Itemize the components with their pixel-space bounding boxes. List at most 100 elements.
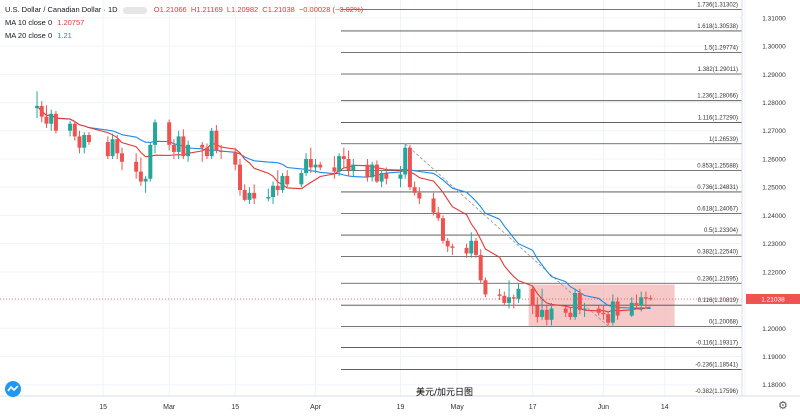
candle-body — [266, 197, 271, 199]
ma20-row[interactable]: MA 20 close 0 1.21 — [5, 29, 363, 42]
ma10-value: 1.20757 — [57, 18, 85, 27]
y-tick-label: 1.26000 — [762, 156, 786, 163]
candle-body — [478, 254, 483, 281]
fib-level-label: 1.382(1.29011) — [698, 67, 738, 73]
fib-level-label: 1.236(1.28066) — [697, 94, 738, 100]
gear-icon[interactable]: ⚙ — [778, 400, 788, 412]
candle-body — [171, 144, 176, 152]
candle-body — [374, 164, 379, 182]
ohlc-low: L1.20982 — [226, 5, 259, 14]
candle-body — [384, 173, 389, 179]
y-tick-label: 1.29000 — [762, 72, 786, 79]
fib-level-label: 0.382(1.22540) — [697, 250, 738, 256]
candle-body — [219, 150, 224, 152]
candle-body — [271, 185, 276, 198]
candle-body — [143, 178, 148, 182]
candle-body — [535, 305, 540, 317]
candle-body — [39, 105, 44, 117]
candle-body — [77, 136, 82, 148]
y-tick-label: 1.31000 — [762, 15, 786, 22]
fib-level-label: 0.236(1.21595) — [697, 276, 738, 282]
x-tick-label: 15 — [99, 404, 107, 411]
y-tick-label: 1.28000 — [762, 100, 786, 107]
candle-body — [540, 309, 545, 317]
candle-body — [214, 130, 219, 151]
candle-body — [110, 139, 115, 157]
candle-body — [365, 164, 370, 178]
fib-level-label: 1.5(1.29774) — [704, 45, 738, 51]
candle-body — [573, 293, 578, 317]
candle-body — [280, 175, 285, 191]
candle-body — [346, 158, 351, 171]
fib-level-label: 1.618(1.30538) — [697, 24, 738, 30]
candle-body — [176, 136, 181, 152]
x-tick-label: Jun — [598, 404, 609, 411]
candle-body — [601, 312, 606, 315]
ohlc-close: C1.21038 — [262, 5, 295, 14]
y-tick-label: 1.27000 — [762, 128, 786, 135]
candle-body — [233, 151, 238, 165]
candle-body — [431, 198, 436, 213]
tradingview-logo-icon[interactable] — [5, 381, 21, 397]
fib-level-label: -0.382(1.17596) — [695, 389, 738, 395]
candle-body — [549, 308, 554, 320]
ma20-line — [36, 105, 651, 310]
ma10-row[interactable]: MA 10 close 0 1.20757 — [5, 16, 363, 29]
candle-body — [417, 192, 422, 199]
fib-level-label: 1.116(1.27290) — [698, 116, 738, 122]
candle-body — [606, 314, 611, 323]
fib-level-label: -0.236(1.18541) — [695, 362, 738, 368]
candle-body — [247, 192, 252, 200]
interval-label[interactable]: 1D — [107, 5, 118, 14]
candle-body — [544, 309, 549, 320]
candle-body — [72, 123, 77, 137]
x-tick-label: Mar — [163, 404, 176, 411]
candle-body — [242, 190, 247, 200]
candle-body — [35, 105, 40, 109]
candle-body — [403, 147, 408, 175]
candle-body — [407, 147, 412, 188]
y-tick-label: 1.20000 — [762, 326, 786, 333]
candle-body — [497, 294, 502, 296]
y-tick-label: 1.19000 — [762, 354, 786, 361]
candle-body — [648, 298, 653, 300]
y-tick-label: 1.24000 — [762, 213, 786, 220]
candle-body — [370, 164, 375, 178]
candle-body — [49, 113, 54, 124]
candle-body — [337, 156, 342, 172]
candle-body — [507, 297, 512, 303]
candle-body — [563, 308, 568, 313]
x-tick-label: May — [451, 404, 465, 411]
candle-body — [134, 161, 139, 172]
chart-caption: 美元/加元日图 — [416, 388, 474, 398]
candle-body — [615, 301, 620, 316]
candle-body — [238, 164, 242, 191]
x-tick-label: 15 — [231, 404, 239, 411]
candle-body — [332, 167, 337, 172]
ohlc-high: H1.21169 — [190, 5, 223, 14]
candle-body — [148, 144, 153, 179]
x-tick-label: 17 — [529, 404, 537, 411]
candle-body — [341, 156, 346, 159]
candle-body — [204, 147, 209, 157]
candle-body — [68, 123, 73, 131]
fib-level-label: 0(1.20068) — [709, 319, 738, 325]
ma10-line — [36, 105, 651, 313]
candle-body — [285, 175, 290, 185]
fib-level-label: 0.5(1.23304) — [704, 228, 738, 234]
symbol-row: U.S. Dollar / Canadian Dollar · 1D O1.21… — [5, 5, 364, 14]
symbol-name[interactable]: U.S. Dollar / Canadian Dollar — [5, 5, 102, 14]
candle-body — [629, 302, 634, 316]
candle-body — [44, 116, 49, 124]
ma20-value: 1.21 — [57, 31, 72, 40]
candle-body — [530, 288, 535, 306]
candle-body — [53, 113, 58, 131]
fib-level-label: 0.853(1.25588) — [697, 164, 738, 170]
candle-body — [186, 144, 191, 157]
candle-body — [474, 240, 478, 255]
fib-level-label: 1.736(1.31302) — [697, 2, 738, 8]
candle-body — [634, 302, 639, 306]
exchange-placeholder — [122, 6, 147, 14]
candle-body — [275, 185, 280, 191]
